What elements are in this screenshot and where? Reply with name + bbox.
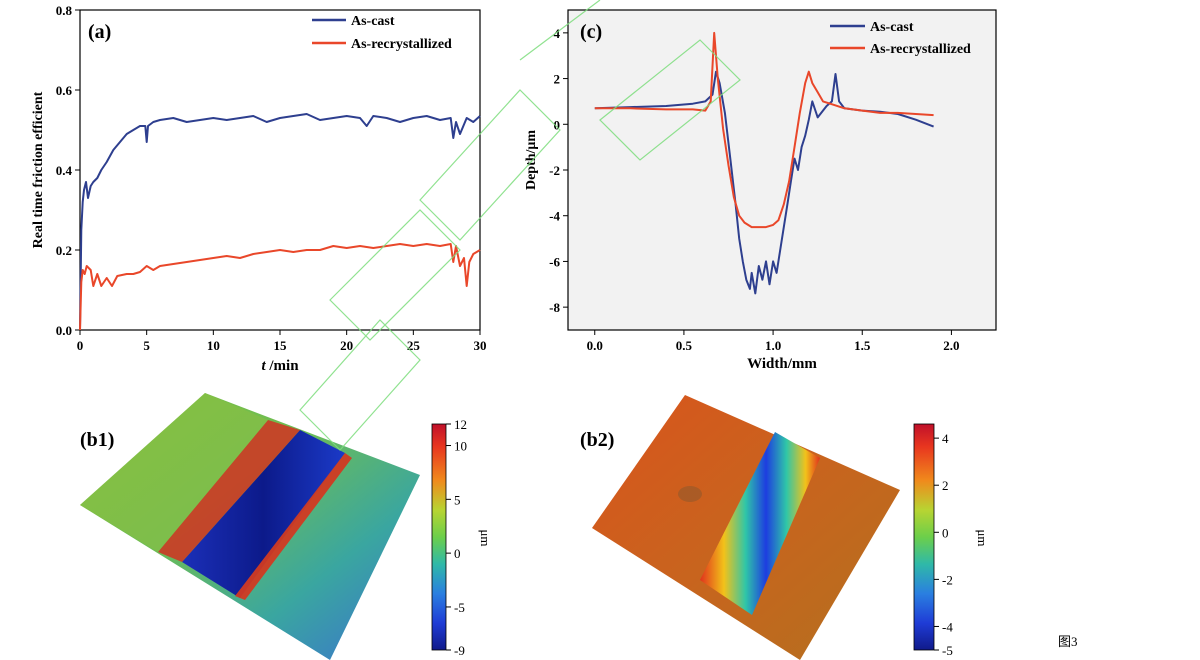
panel-b1-label: (b1) [80, 429, 114, 451]
panel-a-lines [79, 113, 481, 331]
colorbar-tick-label: 2 [942, 478, 949, 493]
surface-3d-b1 [80, 393, 420, 660]
y-tick-label: 0.4 [56, 163, 73, 178]
b1-left-shading [80, 393, 268, 552]
y-tick-label: 2 [554, 72, 561, 87]
b2-wear-track [700, 432, 820, 615]
y-tick-label: 0.0 [56, 323, 72, 338]
panel-a-frame [79, 9, 481, 331]
series-line-as-cast [594, 70, 934, 295]
y-tick-label: 0.8 [56, 3, 73, 18]
x-tick-label: 1.5 [854, 338, 871, 353]
panel-a-ylabel: Real time friction efficient [31, 91, 46, 248]
panel-b1: (b1) 12 10 5 0 -5 -9 μm [80, 393, 493, 660]
series-line-as-recrystallized [594, 31, 934, 229]
panel-a-xlabel: t /min [261, 358, 299, 374]
panel-a-ticks: 0 5 10 15 20 25 30 0.0 0.2 0.4 0.6 0.8 [56, 3, 487, 353]
colorbar-tick-label: 0 [942, 525, 949, 540]
colorbar-b1-unit: μm [478, 529, 493, 546]
panel-b2-label: (b2) [580, 429, 614, 451]
x-tick-label: 0.5 [676, 338, 693, 353]
legend-label-as-recrystallized: As-recrystallized [351, 37, 452, 52]
y-tick-label: -8 [549, 300, 560, 315]
panel-c-label: (c) [580, 21, 602, 43]
x-tick-label: 30 [474, 338, 487, 353]
x-tick-label: 5 [143, 338, 150, 353]
panel-c-frame [567, 9, 997, 331]
panel-c-legend: As-cast As-recrystallized [830, 20, 971, 57]
panel-a-xlabel-unit: /min [266, 358, 300, 374]
x-tick-label: 0 [77, 338, 84, 353]
panel-a: 0 5 10 15 20 25 30 0.0 0.2 0.4 0.6 0.8 (a) Real tim… [31, 3, 487, 374]
panel-b2: (b2) 4 2 0 -2 -4 -5 μm [580, 395, 990, 660]
b1-right-ridge [235, 453, 352, 600]
legend-label-as-cast: As-cast [870, 20, 914, 35]
b1-wear-track [182, 430, 345, 598]
x-tick-label: 0.0 [587, 338, 603, 353]
colorbar-b1-ticks: 12 10 5 0 -5 -9 [446, 417, 467, 658]
colorbar-tick-label: 12 [454, 417, 467, 432]
panel-a-label: (a) [88, 21, 111, 43]
x-tick-label: 25 [407, 338, 421, 353]
colorbar-b2-unit: μm [975, 529, 990, 546]
watermark [299, 0, 741, 451]
x-tick-label: 15 [274, 338, 288, 353]
figure-number: 图3 [1058, 634, 1078, 649]
x-tick-label: 1.0 [765, 338, 781, 353]
panel-a-legend: As-cast As-recrystallized [312, 14, 452, 52]
colorbar-tick-label: -5 [454, 600, 465, 615]
colorbar-tick-label: 10 [454, 439, 467, 454]
panel-c-lines [594, 31, 934, 295]
colorbar-tick-label: 0 [454, 546, 461, 561]
y-tick-label: 0.2 [56, 243, 72, 258]
colorbar-b2-ticks: 4 2 0 -2 -4 -5 [934, 431, 953, 658]
y-tick-label: 4 [554, 26, 561, 41]
x-tick-label: 2.0 [943, 338, 959, 353]
legend-label-as-recrystallized: As-recrystallized [870, 42, 971, 57]
colorbar-b1 [431, 423, 447, 651]
colorbar-tick-label: -9 [454, 643, 465, 658]
b1-left-ridge [158, 420, 300, 562]
colorbar-tick-label: -5 [942, 643, 953, 658]
watermark-stroke [419, 0, 741, 241]
panel-c-xlabel: Width/mm [747, 356, 817, 372]
panel-c-ticks: 0.0 0.5 1.0 1.5 2.0 -8 -6 -4 -2 0 2 4 [549, 26, 959, 353]
colorbar-tick-label: 5 [454, 492, 461, 507]
b2-debris-spot [678, 486, 702, 502]
colorbar-tick-label: 4 [942, 431, 949, 446]
surface-3d-b2 [592, 395, 900, 660]
colorbar-tick-label: -2 [942, 572, 953, 587]
series-line-as-cast [79, 113, 481, 331]
panel-a-xlabel-var: t [261, 358, 266, 374]
series-line-as-recrystallized [79, 243, 481, 331]
y-tick-label: 0 [554, 117, 561, 132]
y-tick-label: -4 [549, 209, 560, 224]
y-tick-label: 0.6 [56, 83, 73, 98]
legend-label-as-cast: As-cast [351, 14, 395, 29]
y-tick-label: -2 [549, 163, 560, 178]
panel-c-ylabel: Depth/μm [524, 130, 539, 190]
y-tick-label: -6 [549, 254, 560, 269]
colorbar-tick-label: -4 [942, 619, 953, 634]
colorbar-b2 [913, 423, 935, 651]
x-tick-label: 10 [207, 338, 220, 353]
watermark-stroke [299, 209, 461, 451]
x-tick-label: 20 [340, 338, 353, 353]
